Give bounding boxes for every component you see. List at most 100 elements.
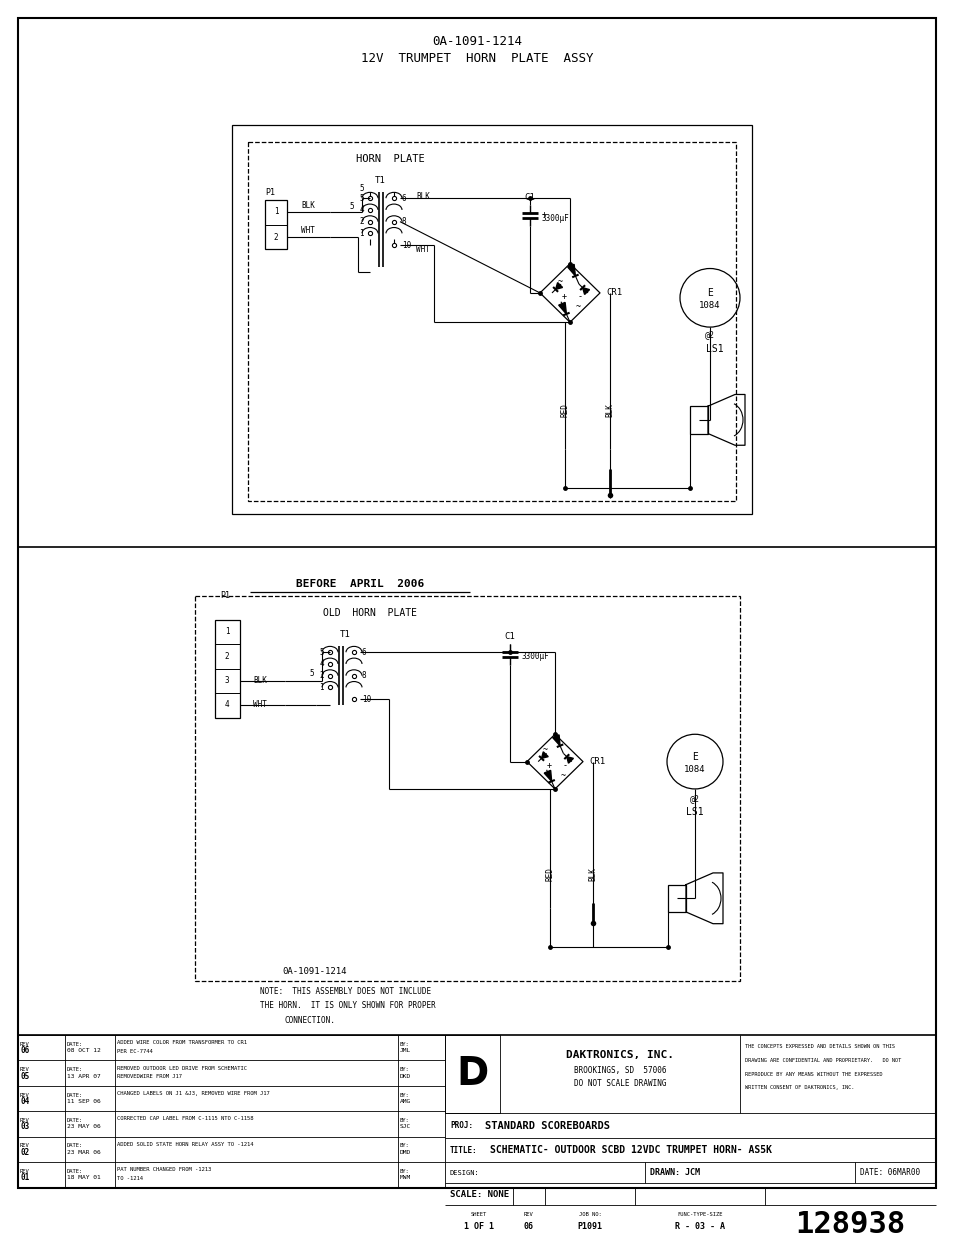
Bar: [265, 200, 287, 249]
Text: FUNC-TYPE-SIZE: FUNC-TYPE-SIZE: [677, 1213, 722, 1218]
Text: BY:: BY:: [399, 1042, 410, 1047]
Text: E: E: [691, 752, 698, 762]
Text: 128938: 128938: [795, 1210, 904, 1235]
Text: CORRECTED CAP LABEL FROM C-1115 NTO C-1158: CORRECTED CAP LABEL FROM C-1115 NTO C-11…: [117, 1116, 253, 1121]
Text: 06: 06: [20, 1046, 30, 1055]
Text: 8: 8: [401, 217, 406, 226]
Text: 2: 2: [274, 232, 278, 242]
Text: DATE:: DATE:: [67, 1042, 83, 1047]
Text: +: +: [561, 293, 566, 301]
Text: DESIGN:: DESIGN:: [450, 1170, 479, 1176]
Text: WHT: WHT: [416, 246, 430, 254]
Text: REMOVEDWIRE FROM J17: REMOVEDWIRE FROM J17: [117, 1074, 182, 1079]
Text: RED: RED: [560, 403, 569, 417]
Text: DATE:: DATE:: [67, 1093, 83, 1098]
Text: -: -: [562, 761, 567, 769]
Text: LS1: LS1: [705, 343, 723, 353]
Bar: [232, 125, 751, 514]
Text: DATE:: DATE:: [67, 1168, 83, 1173]
Text: BLK: BLK: [416, 191, 430, 201]
Text: 1 OF 1: 1 OF 1: [463, 1221, 494, 1231]
Text: @2: @2: [689, 794, 700, 803]
Text: 02: 02: [20, 1147, 30, 1157]
Text: 1: 1: [359, 228, 364, 238]
Text: TO -1214: TO -1214: [117, 1176, 143, 1181]
Text: P1: P1: [220, 592, 230, 600]
Text: 4: 4: [319, 659, 324, 668]
Text: REV: REV: [20, 1118, 30, 1123]
Text: 2: 2: [319, 671, 324, 680]
Text: DATE:: DATE:: [67, 1144, 83, 1149]
Text: P1: P1: [265, 188, 274, 196]
Text: REV: REV: [20, 1042, 30, 1047]
Text: SJC: SJC: [399, 1124, 411, 1129]
Text: BEFORE  APRIL  2006: BEFORE APRIL 2006: [295, 579, 424, 589]
Text: PER EC-7744: PER EC-7744: [117, 1049, 152, 1055]
Text: 11 SEP 06: 11 SEP 06: [67, 1099, 101, 1104]
Text: BLK: BLK: [588, 867, 597, 881]
Polygon shape: [567, 264, 575, 275]
Text: E: E: [706, 288, 712, 298]
Text: 1: 1: [274, 207, 278, 216]
Text: 5: 5: [359, 194, 364, 203]
Text: DATE:: DATE:: [67, 1067, 83, 1072]
Text: WRITTEN CONSENT OF DAKTRONICS, INC.: WRITTEN CONSENT OF DAKTRONICS, INC.: [744, 1086, 854, 1091]
Text: STANDARD SCOREBOARDS: STANDARD SCOREBOARDS: [484, 1121, 609, 1131]
Polygon shape: [566, 757, 573, 763]
Bar: [194, 595, 740, 982]
Text: +: +: [541, 210, 546, 220]
Text: BROOKINGS, SD  57006: BROOKINGS, SD 57006: [573, 1066, 665, 1074]
Text: CHANGED LABELS ON J1 &J3, REMOVED WIRE FROM J17: CHANGED LABELS ON J1 &J3, REMOVED WIRE F…: [117, 1091, 270, 1097]
Text: LS1: LS1: [685, 808, 703, 818]
Text: 0A-1091-1214: 0A-1091-1214: [282, 967, 347, 976]
Text: BY:: BY:: [399, 1067, 410, 1072]
Text: SCALE: NONE: SCALE: NONE: [450, 1189, 509, 1199]
Text: SCHEMATIC- OUTDOOR SCBD 12VDC TRUMPET HORN- AS5K: SCHEMATIC- OUTDOOR SCBD 12VDC TRUMPET HO…: [490, 1145, 771, 1155]
Text: 0A-1091-1214: 0A-1091-1214: [432, 35, 521, 47]
Text: 08 OCT 12: 08 OCT 12: [67, 1049, 101, 1053]
Polygon shape: [543, 771, 551, 782]
Polygon shape: [582, 288, 589, 294]
Text: 4: 4: [359, 205, 364, 215]
Bar: [444, 1035, 499, 1113]
Text: DMD: DMD: [399, 1150, 411, 1155]
Text: 18 MAY 01: 18 MAY 01: [67, 1174, 101, 1181]
Text: BY:: BY:: [399, 1144, 410, 1149]
Bar: [214, 620, 240, 718]
Text: 5: 5: [350, 201, 354, 210]
Text: ~: ~: [560, 771, 565, 779]
Text: ~: ~: [575, 303, 579, 311]
Text: BY:: BY:: [399, 1168, 410, 1173]
Text: BY:: BY:: [399, 1118, 410, 1123]
Text: ADDED SOLID STATE HORN RELAY ASSY TO -1214: ADDED SOLID STATE HORN RELAY ASSY TO -12…: [117, 1142, 253, 1147]
Text: 1: 1: [225, 627, 229, 636]
Text: 01: 01: [20, 1173, 30, 1182]
Text: DKD: DKD: [399, 1073, 411, 1078]
Text: T1: T1: [339, 630, 351, 640]
Text: D: D: [456, 1055, 488, 1093]
Text: REMOVED OUTDOOR LED DRIVE FROM SCHEMATIC: REMOVED OUTDOOR LED DRIVE FROM SCHEMATIC: [117, 1066, 247, 1071]
Text: 1084: 1084: [699, 301, 720, 310]
Text: WHT: WHT: [301, 226, 314, 235]
Text: R - 03 - A: R - 03 - A: [675, 1221, 724, 1231]
Text: 6: 6: [361, 647, 366, 657]
Text: PROJ:: PROJ:: [450, 1121, 473, 1130]
Text: WHT: WHT: [253, 700, 267, 709]
Text: 8: 8: [361, 671, 366, 680]
Text: 03: 03: [20, 1123, 30, 1131]
Text: THE CONCEPTS EXPRESSED AND DETAILS SHOWN ON THIS: THE CONCEPTS EXPRESSED AND DETAILS SHOWN…: [744, 1045, 894, 1050]
Text: 3300μF: 3300μF: [521, 652, 549, 661]
Polygon shape: [541, 752, 548, 758]
Text: 5: 5: [319, 647, 324, 657]
Polygon shape: [555, 283, 562, 289]
Text: DATE: 06MAR00: DATE: 06MAR00: [859, 1168, 919, 1177]
Text: C1: C1: [504, 632, 515, 641]
Polygon shape: [558, 303, 566, 314]
Text: CR1: CR1: [605, 289, 621, 298]
Text: 3300μF: 3300μF: [541, 214, 569, 224]
Text: SHEET: SHEET: [471, 1213, 487, 1218]
Text: 5: 5: [310, 669, 314, 678]
Text: 10: 10: [401, 241, 411, 249]
Text: CR1: CR1: [588, 757, 604, 766]
Polygon shape: [552, 735, 559, 746]
